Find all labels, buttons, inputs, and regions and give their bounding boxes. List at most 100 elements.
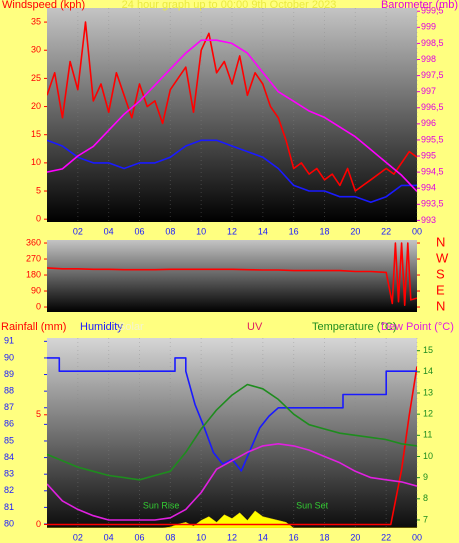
area xyxy=(47,510,417,528)
line xyxy=(47,383,417,481)
x-tick-label: 04 xyxy=(104,226,114,236)
y-tick-label: 89 xyxy=(4,369,14,379)
x-tick-label: 10 xyxy=(196,226,206,236)
y2-tick-label: 999,5 xyxy=(421,6,444,16)
x-tick-label: 10 xyxy=(196,532,206,542)
y-tick-label: 91 xyxy=(4,336,14,346)
y2-tick-label: 996 xyxy=(421,118,436,128)
y-tick-label: 0 xyxy=(36,301,41,311)
y-tick-label: 20 xyxy=(31,101,41,111)
legend-humidity: Humidity xyxy=(80,321,123,333)
y2-tick-label: N xyxy=(436,234,445,249)
x-tick-label: 12 xyxy=(227,226,237,236)
y2-tick-label: 9 xyxy=(423,472,428,482)
legend-rain: Rainfall (mm) xyxy=(1,321,66,333)
y-tick-label: 90 xyxy=(31,285,41,295)
x-tick-label: 14 xyxy=(258,226,268,236)
y-tick-label: 90 xyxy=(4,352,14,362)
plot-area xyxy=(47,21,417,204)
y2-tick-label: 994,5 xyxy=(421,166,444,176)
x-tick-label: 02 xyxy=(73,226,83,236)
y2-tick-label: 12 xyxy=(423,409,433,419)
legend-dew-point: Dew Point (°C) xyxy=(381,321,454,333)
panel-temp-hum xyxy=(47,338,417,528)
y-tick-label: 83 xyxy=(4,469,14,479)
y2-tick-label: 14 xyxy=(423,366,433,376)
y-tick-label: 5 xyxy=(36,185,41,195)
y2-tick-label: 999 xyxy=(421,22,436,32)
y-tick-label: 10 xyxy=(31,157,41,167)
y-tick-label: 84 xyxy=(4,452,14,462)
x-tick-label: 22 xyxy=(381,532,391,542)
y2-tick-label: 997,5 xyxy=(421,70,444,80)
y3-tick-label: 5 xyxy=(36,409,41,419)
y-tick-label: 360 xyxy=(26,237,41,247)
x-tick-label: 12 xyxy=(227,532,237,542)
y2-tick-label: W xyxy=(436,250,449,265)
line xyxy=(47,443,417,521)
y2-tick-label: 993 xyxy=(421,215,436,225)
x-tick-label: 06 xyxy=(134,532,144,542)
y-tick-label: 30 xyxy=(31,45,41,55)
chart-title: 24 hour graph up to 00:00 9th October 20… xyxy=(122,0,337,11)
x-tick-label: 02 xyxy=(73,532,83,542)
y2-tick-label: 997 xyxy=(421,86,436,96)
y-tick-label: 80 xyxy=(4,518,14,528)
y-tick-label: 86 xyxy=(4,419,14,429)
line xyxy=(47,242,417,306)
legend-temperature: Temperature (°C) xyxy=(312,321,396,333)
y2-tick-label: 13 xyxy=(423,387,433,397)
panel-direction xyxy=(47,240,417,312)
x-tick-label: 00 xyxy=(412,226,422,236)
y2-tick-label: 10 xyxy=(423,451,433,461)
y2-axis-title: Barometer (mb) xyxy=(381,0,458,11)
x-tick-label: 16 xyxy=(289,532,299,542)
y-tick-label: 85 xyxy=(4,435,14,445)
x-tick-label: 08 xyxy=(165,532,175,542)
y2-tick-label: N xyxy=(436,298,445,313)
y2-tick-label: 998 xyxy=(421,54,436,64)
x-tick-label: 18 xyxy=(319,532,329,542)
legend-solar: Solar xyxy=(118,321,144,333)
x-tick-label: 00 xyxy=(412,532,422,542)
x-tick-label: 22 xyxy=(381,226,391,236)
y2-tick-label: 995 xyxy=(421,150,436,160)
y2-tick-label: 8 xyxy=(423,493,428,503)
line xyxy=(47,139,417,204)
y-tick-label: 82 xyxy=(4,485,14,495)
y2-tick-label: 994 xyxy=(421,183,436,193)
line xyxy=(47,357,417,472)
y2-tick-label: 998,5 xyxy=(421,38,444,48)
plot-area xyxy=(47,357,417,528)
y-tick-label: 180 xyxy=(26,269,41,279)
x-tick-label: 16 xyxy=(289,226,299,236)
y3-tick-label: 0 xyxy=(36,519,41,529)
plot-area xyxy=(47,242,417,306)
line xyxy=(47,21,417,192)
y-axis-title: Windspeed (kph) xyxy=(2,0,85,11)
y2-tick-label: 7 xyxy=(423,514,428,524)
x-tick-label: 18 xyxy=(319,226,329,236)
x-tick-label: 14 xyxy=(258,532,268,542)
y2-tick-label: 11 xyxy=(423,430,432,440)
y-tick-label: 25 xyxy=(31,73,41,83)
annotation: Sun Set xyxy=(296,500,329,510)
y2-tick-label: S xyxy=(436,266,445,281)
y2-tick-label: 993,5 xyxy=(421,199,444,209)
y-tick-label: 35 xyxy=(31,16,41,26)
legend-uv: UV xyxy=(247,321,263,333)
y2-tick-label: E xyxy=(436,282,445,297)
y-tick-label: 0 xyxy=(36,214,41,224)
y-tick-label: 270 xyxy=(26,253,41,263)
x-tick-label: 04 xyxy=(104,532,114,542)
y-tick-label: 88 xyxy=(4,386,14,396)
line xyxy=(47,39,417,192)
y2-tick-label: 15 xyxy=(423,345,433,355)
y2-tick-label: 996,5 xyxy=(421,102,444,112)
y-tick-label: 15 xyxy=(31,129,41,139)
annotation: Sun Rise xyxy=(143,500,180,510)
x-tick-label: 06 xyxy=(134,226,144,236)
y2-tick-label: 995,5 xyxy=(421,134,444,144)
x-tick-label: 08 xyxy=(165,226,175,236)
